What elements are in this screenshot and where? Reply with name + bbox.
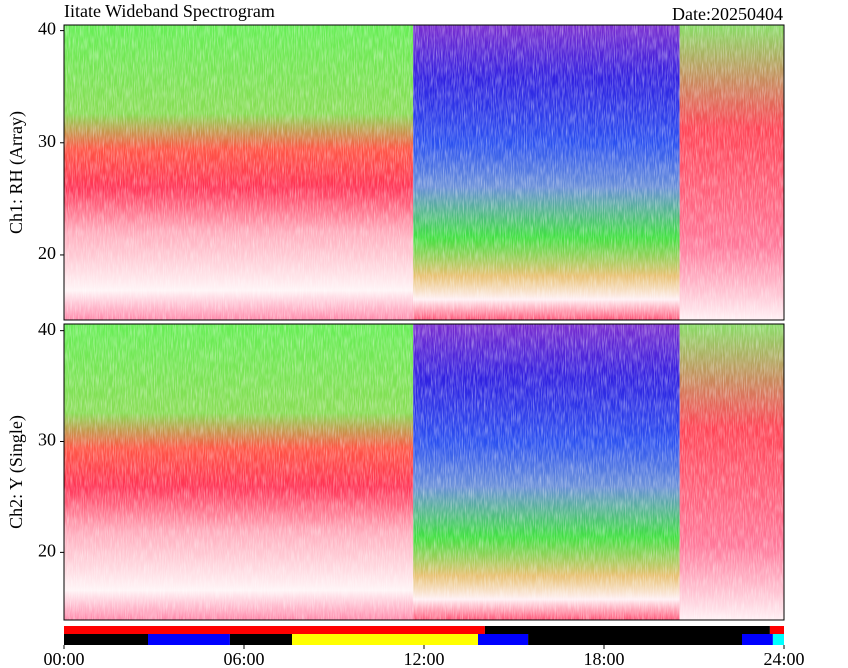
status-segment bbox=[148, 634, 230, 645]
y-tick-label: 30 bbox=[38, 131, 56, 151]
status-segment bbox=[484, 626, 770, 634]
status-segment bbox=[229, 634, 292, 645]
y-tick-label: 20 bbox=[38, 243, 56, 263]
x-tick-label: 00:00 bbox=[43, 649, 84, 668]
y-tick-label: 20 bbox=[38, 540, 56, 560]
status-segment bbox=[292, 634, 478, 645]
panel-frame bbox=[63, 24, 785, 321]
chart-title: Iitate Wideband Spectrogram bbox=[64, 1, 275, 21]
y-tick-label: 30 bbox=[38, 430, 56, 450]
status-segment bbox=[742, 634, 773, 645]
y-axis-label: Ch1: RH (Array) bbox=[6, 111, 27, 234]
x-tick-label: 06:00 bbox=[223, 649, 264, 668]
status-segment bbox=[528, 634, 742, 645]
y-tick-label: 40 bbox=[38, 319, 56, 339]
status-segment bbox=[64, 634, 148, 645]
x-tick-label: 18:00 bbox=[583, 649, 624, 668]
x-tick-label: 12:00 bbox=[403, 649, 444, 668]
status-segment bbox=[769, 626, 784, 634]
y-tick-label: 40 bbox=[38, 19, 56, 39]
y-axis-label: Ch2: Y (Single) bbox=[6, 415, 27, 529]
status-segment bbox=[772, 634, 784, 645]
spectrogram-noise bbox=[64, 324, 784, 620]
x-tick-label: 24:00 bbox=[763, 649, 804, 668]
chart-date: Date:20250404 bbox=[672, 4, 783, 24]
spectrogram-noise bbox=[64, 25, 784, 320]
status-segment bbox=[64, 626, 485, 634]
status-segment bbox=[478, 634, 529, 645]
panel-frame bbox=[63, 323, 785, 621]
